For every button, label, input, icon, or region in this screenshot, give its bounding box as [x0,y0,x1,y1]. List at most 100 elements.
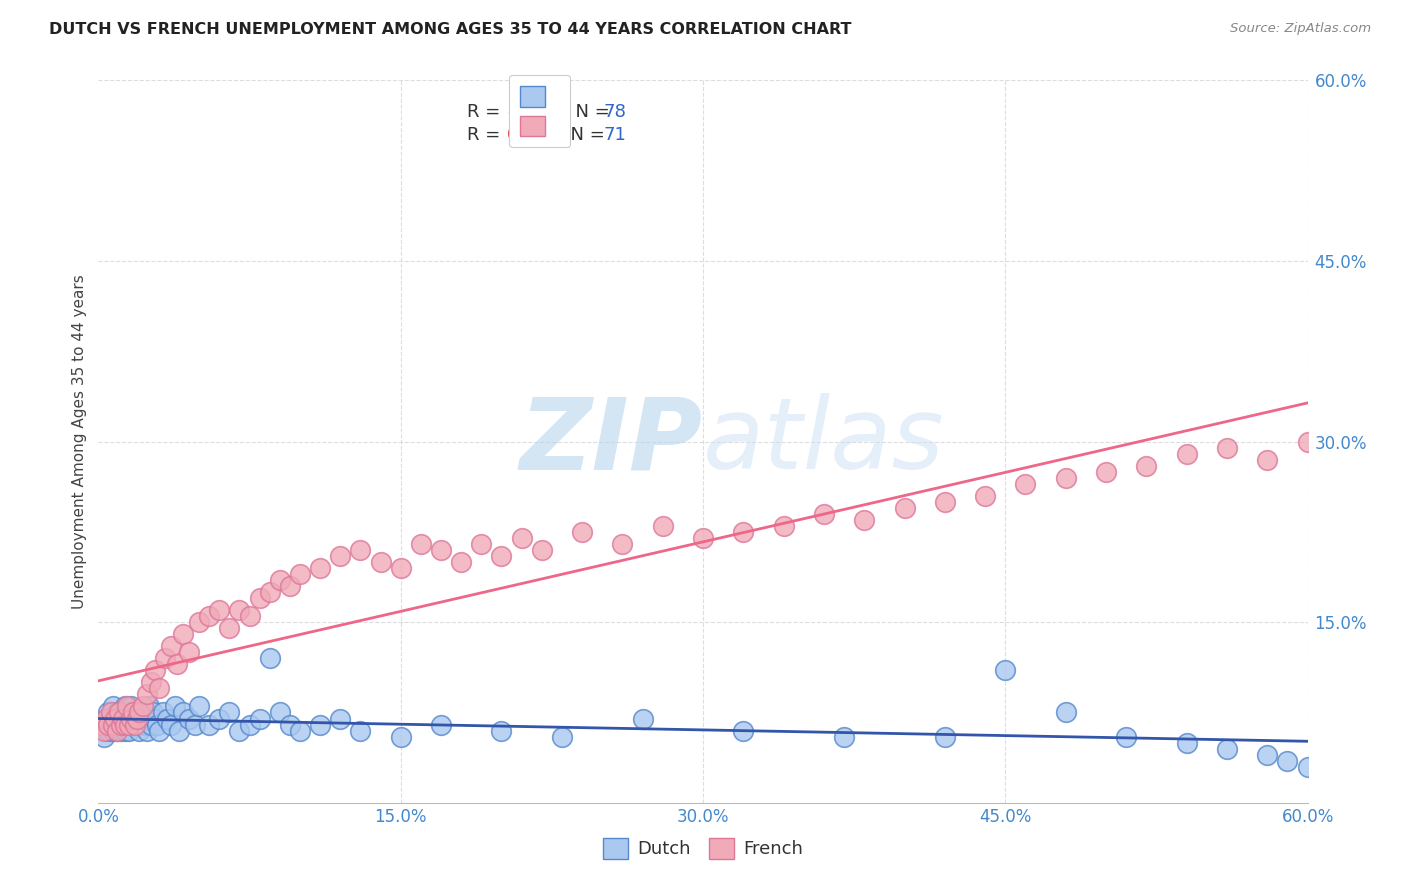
Point [135,687,157,701]
Text: ZIP: ZIP [520,393,703,490]
Point [491,549,513,563]
Text: 78: 78 [603,103,627,121]
Point [118,723,141,738]
Point [409,537,432,551]
Point [389,561,412,575]
Text: 0.649: 0.649 [508,126,558,145]
Point [893,500,915,515]
Point [172,627,194,641]
Point [124,717,146,731]
Point [551,730,574,744]
Point [813,507,835,521]
Point [389,730,412,744]
Legend: Dutch, French: Dutch, French [596,830,810,866]
Point [1256,452,1278,467]
Point [733,723,755,738]
Point [208,712,231,726]
Point [134,717,156,731]
Point [349,723,371,738]
Point [101,699,124,714]
Point [430,717,453,731]
Point [288,723,311,738]
Text: R =: R = [467,103,506,121]
Point [110,717,132,731]
Point [115,717,138,731]
Point [179,712,201,726]
Point [129,706,152,720]
Point [166,657,188,672]
Point [143,712,166,726]
Point [96,712,118,726]
Point [93,723,115,738]
Point [1054,470,1077,484]
Point [118,712,141,726]
Text: -0.138: -0.138 [508,103,565,121]
Point [103,712,125,726]
Point [1135,458,1157,473]
Point [120,717,142,731]
Point [114,699,136,714]
Point [974,489,997,503]
Point [101,717,124,731]
Point [430,542,453,557]
Point [167,723,190,738]
Point [120,712,142,726]
Point [228,723,250,738]
Point [100,706,122,720]
Point [651,518,673,533]
Point [269,573,291,587]
Point [91,717,114,731]
Point [259,585,281,599]
Point [101,723,124,738]
Point [97,706,120,720]
Point [612,537,634,551]
Point [152,706,174,720]
Point [470,537,492,551]
Point [450,555,472,569]
Point [329,712,352,726]
Point [114,717,136,731]
Point [125,717,148,731]
Point [125,712,148,726]
Point [132,699,155,714]
Point [198,717,221,731]
Point [994,664,1017,678]
Point [135,723,157,738]
Point [1054,706,1077,720]
Point [733,524,755,539]
Point [188,615,211,630]
Point [198,609,221,624]
Point [832,730,855,744]
Point [288,567,311,582]
Point [97,717,120,731]
Point [329,549,352,563]
Point [103,717,125,731]
Y-axis label: Unemployment Among Ages 35 to 44 years: Unemployment Among Ages 35 to 44 years [72,274,87,609]
Text: atlas: atlas [703,393,945,490]
Point [139,675,162,690]
Point [631,712,654,726]
Point [105,723,128,738]
Point [163,699,186,714]
Point [269,706,291,720]
Point [111,712,134,726]
Point [934,494,956,508]
Point [124,712,146,726]
Text: N =: N = [560,126,610,145]
Text: N =: N = [564,103,616,121]
Point [110,723,132,738]
Point [218,706,240,720]
Point [349,542,371,557]
Point [153,651,176,665]
Point [128,706,150,720]
Point [148,681,170,696]
Point [132,712,155,726]
Point [107,717,129,731]
Point [172,706,194,720]
Point [249,591,271,605]
Point [107,712,129,726]
Point [156,712,179,726]
Point [1216,741,1239,756]
Point [179,645,201,659]
Point [184,717,207,731]
